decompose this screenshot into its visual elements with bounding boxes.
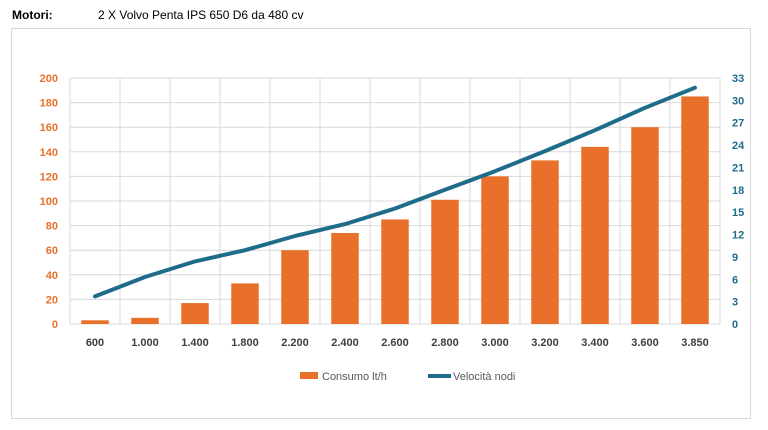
x-tick-label: 3.400 [581, 337, 609, 349]
bar [481, 176, 509, 324]
y2-tick-label: 27 [732, 118, 744, 130]
y-tick-label: 0 [52, 319, 58, 331]
bar-series [81, 96, 709, 324]
y-tick-label: 80 [46, 221, 58, 233]
y-tick-label: 40 [46, 270, 58, 282]
y-tick-label: 100 [40, 196, 58, 208]
x-tick-label: 2.600 [381, 337, 409, 349]
grid-lines [69, 77, 721, 325]
y-tick-label: 60 [46, 245, 58, 257]
y-axis-left: 0 20 40 60 80 100 120 140 160 180 200 [40, 73, 58, 331]
x-tick-label: 3.000 [481, 337, 509, 349]
legend-bar-label: Consumo lt/h [322, 371, 387, 383]
y2-tick-label: 9 [732, 252, 738, 264]
x-tick-label: 3.600 [631, 337, 659, 349]
y2-tick-label: 15 [732, 207, 744, 219]
x-tick-label: 2.200 [281, 337, 309, 349]
y-tick-label: 160 [40, 122, 58, 134]
bar [281, 250, 309, 324]
chart-frame [11, 28, 751, 419]
y2-tick-label: 3 [732, 297, 738, 309]
bar [381, 219, 409, 324]
legend: Consumo lt/h Velocità nodi [300, 371, 515, 383]
bar [131, 317, 159, 324]
bar [181, 303, 209, 324]
x-tick-label: 2.800 [431, 337, 459, 349]
bar [531, 160, 559, 324]
legend-line-label: Velocità nodi [453, 371, 515, 383]
y2-tick-label: 21 [732, 162, 744, 174]
bar [231, 283, 259, 324]
y2-tick-label: 12 [732, 230, 744, 242]
x-tick-label: 2.400 [331, 337, 359, 349]
bar [631, 127, 659, 324]
legend-bar-swatch [300, 372, 318, 379]
x-tick-label: 3.200 [531, 337, 559, 349]
y2-tick-label: 30 [732, 95, 744, 107]
y-tick-label: 180 [40, 98, 58, 110]
line-series [93, 85, 697, 299]
bar [431, 199, 459, 324]
y-tick-label: 120 [40, 171, 58, 183]
y2-tick-label: 6 [732, 274, 738, 286]
y2-tick-label: 18 [732, 185, 744, 197]
bar [681, 96, 709, 324]
y-tick-label: 20 [46, 294, 58, 306]
x-tick-label: 3.850 [681, 337, 709, 349]
y2-tick-label: 24 [732, 140, 745, 152]
bar [331, 232, 359, 324]
engines-label: Motori: [12, 8, 53, 22]
y2-tick-label: 33 [732, 73, 744, 85]
bar [81, 320, 109, 324]
y2-tick-label: 0 [732, 319, 738, 331]
engines-value: 2 X Volvo Penta IPS 650 D6 da 480 cv [98, 8, 304, 22]
y-axis-right: 0 3 6 9 12 15 18 21 24 27 30 33 [732, 73, 745, 331]
x-tick-label: 1.400 [181, 337, 209, 349]
x-tick-label: 600 [86, 337, 104, 349]
bar [581, 146, 609, 324]
y-tick-label: 140 [40, 147, 58, 159]
x-axis: 600 1.000 1.400 1.800 2.200 2.400 2.600 2.800 3.… [86, 337, 709, 349]
x-tick-label: 1.800 [231, 337, 259, 349]
y-tick-label: 200 [40, 73, 58, 85]
header: Motori: 2 X Volvo Penta IPS 650 D6 da 48… [0, 0, 768, 28]
x-tick-label: 1.000 [131, 337, 159, 349]
